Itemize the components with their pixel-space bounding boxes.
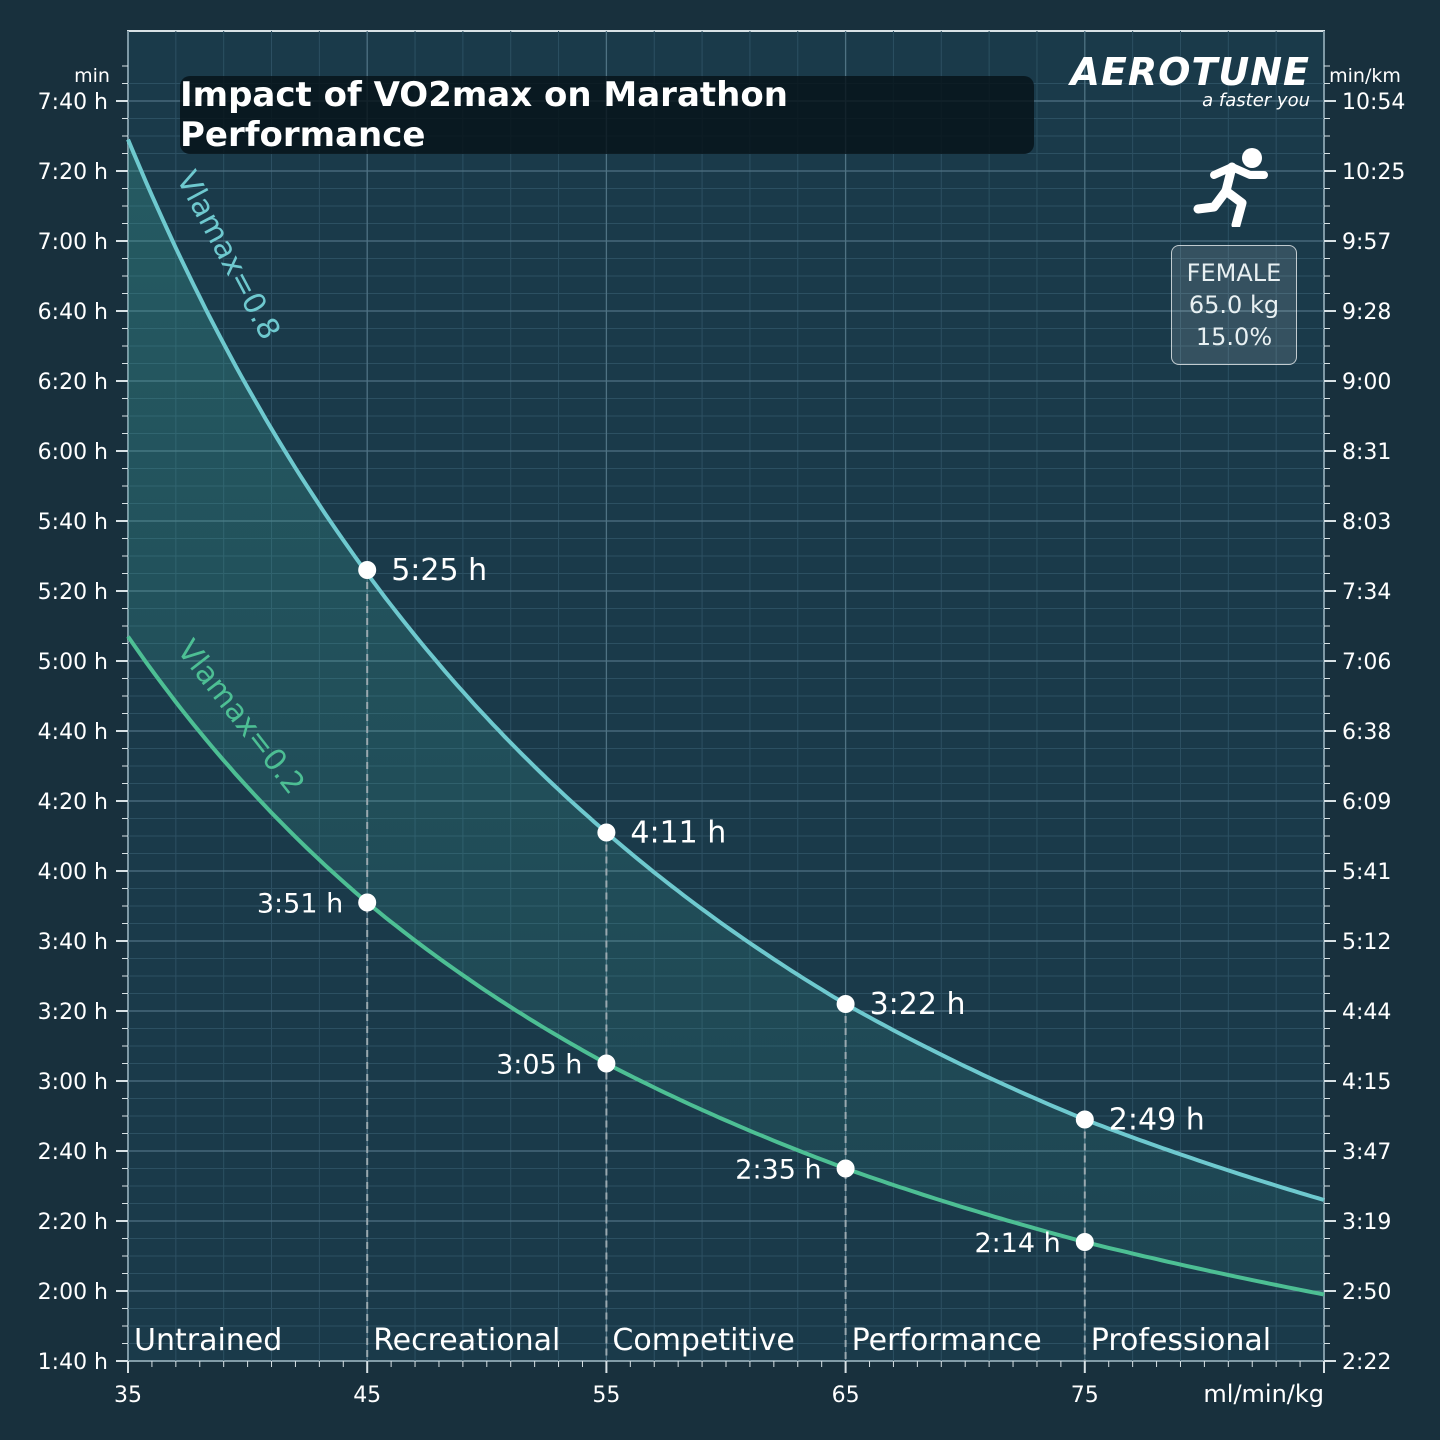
y-tick-label-right: 9:00 bbox=[1342, 370, 1391, 395]
y-axis-left-unit: min bbox=[74, 65, 110, 87]
series-line-vlamax-0.2 bbox=[126, 635, 1325, 1297]
y-tick-label-left: 5:00 h bbox=[38, 650, 108, 675]
zone-label: Professional bbox=[1091, 1323, 1271, 1358]
y-tick-label-right: 8:03 bbox=[1342, 510, 1391, 535]
axis-labels: 35 45 55 65 75 1:40 h 2:22 2:00 h 2:50 2:20 h 3:19… bbox=[38, 90, 1406, 1408]
y-tick-label-right: 5:12 bbox=[1342, 930, 1391, 955]
runner-icon bbox=[1193, 148, 1268, 227]
data-label: 2:14 h bbox=[974, 1228, 1060, 1259]
data-label: 3:51 h bbox=[257, 889, 343, 920]
chart-title: Impact of VO2max on Marathon Performance bbox=[180, 75, 788, 155]
y-tick-label-right: 6:09 bbox=[1342, 790, 1391, 815]
brand-logo: AEROTUNE a faster you bbox=[1071, 50, 1310, 111]
x-axis-label: ml/min/kg bbox=[1203, 1380, 1324, 1408]
data-point bbox=[597, 823, 616, 842]
zone-label: Recreational bbox=[373, 1323, 560, 1358]
y-tick-label-right: 10:25 bbox=[1342, 160, 1405, 185]
y-tick-label-left: 7:40 h bbox=[38, 90, 108, 115]
data-point bbox=[1075, 1233, 1094, 1251]
x-tick-label: 75 bbox=[1071, 1383, 1099, 1408]
y-axis-right-unit: min/km bbox=[1329, 65, 1401, 87]
y-tick-label-left: 4:00 h bbox=[38, 860, 108, 885]
y-tick-label-left: 4:40 h bbox=[38, 720, 108, 745]
data-point bbox=[836, 995, 855, 1013]
y-tick-label-left: 3:00 h bbox=[38, 1070, 108, 1095]
data-point bbox=[358, 893, 377, 912]
axis-ticks bbox=[116, 65, 1336, 1373]
data-point bbox=[1075, 1110, 1094, 1129]
y-tick-label-left: 4:20 h bbox=[38, 790, 108, 815]
y-tick-label-right: 4:44 bbox=[1342, 1000, 1391, 1025]
y-tick-label-right: 9:28 bbox=[1342, 300, 1391, 325]
y-tick-label-left: 5:40 h bbox=[38, 510, 108, 535]
x-tick-label: 45 bbox=[353, 1383, 381, 1408]
y-tick-label-left: 6:20 h bbox=[38, 370, 108, 395]
y-tick-label-right: 2:50 bbox=[1342, 1280, 1391, 1305]
y-tick-label-left: 1:40 h bbox=[38, 1350, 108, 1375]
athlete-profile-box: FEMALE 65.0 kg 15.0% bbox=[1171, 245, 1297, 365]
brand-tagline: a faster you bbox=[1202, 90, 1310, 111]
x-tick-label: 65 bbox=[832, 1383, 860, 1408]
data-label: 3:05 h bbox=[496, 1050, 582, 1081]
profile-body-fat: 15.0% bbox=[1195, 323, 1273, 351]
data-label: 4:11 h bbox=[630, 816, 726, 851]
y-tick-label-right: 7:34 bbox=[1342, 580, 1391, 605]
x-tick-label: 55 bbox=[592, 1383, 620, 1408]
brand-name: AEROTUNE bbox=[1070, 50, 1310, 94]
y-tick-label-left: 6:40 h bbox=[38, 300, 108, 325]
data-point bbox=[836, 1159, 855, 1178]
y-tick-label-left: 2:40 h bbox=[38, 1140, 108, 1165]
profile-sex: FEMALE bbox=[1186, 259, 1282, 287]
y-tick-label-right: 2:22 bbox=[1342, 1350, 1391, 1375]
y-tick-label-right: 4:15 bbox=[1342, 1070, 1391, 1095]
y-tick-label-left: 2:00 h bbox=[38, 1280, 108, 1305]
y-tick-label-right: 3:19 bbox=[1342, 1210, 1391, 1235]
x-tick-label: 35 bbox=[114, 1383, 142, 1408]
y-tick-label-right: 3:47 bbox=[1342, 1140, 1391, 1165]
data-label: 2:35 h bbox=[735, 1155, 821, 1186]
data-point bbox=[358, 561, 377, 579]
y-tick-label-right: 6:38 bbox=[1342, 720, 1391, 745]
zone-label: Performance bbox=[852, 1323, 1042, 1358]
y-tick-label-right: 8:31 bbox=[1342, 440, 1391, 465]
chart-title-box: Impact of VO2max on Marathon Performance bbox=[180, 75, 1034, 155]
y-tick-label-left: 3:20 h bbox=[38, 1000, 108, 1025]
y-tick-label-right: 7:06 bbox=[1342, 650, 1391, 675]
y-tick-label-left: 3:40 h bbox=[38, 930, 108, 955]
data-label: 5:25 h bbox=[391, 553, 487, 588]
y-tick-label-left: 7:00 h bbox=[38, 230, 108, 255]
data-markers: 5:25 h 4:11 h 3:22 h 2:49 h 3:51 h 3:05 h 2:35… bbox=[257, 553, 1205, 1259]
y-tick-label-left: 5:20 h bbox=[38, 580, 108, 605]
data-label: 3:22 h bbox=[870, 987, 966, 1022]
zone-label: Competitive bbox=[612, 1323, 794, 1358]
data-label: 2:49 h bbox=[1109, 1103, 1205, 1138]
y-tick-label-left: 7:20 h bbox=[38, 160, 108, 185]
y-tick-label-right: 10:54 bbox=[1342, 90, 1405, 115]
profile-weight: 65.0 kg bbox=[1188, 291, 1280, 319]
y-tick-label-right: 9:57 bbox=[1342, 230, 1391, 255]
y-tick-label-left: 6:00 h bbox=[38, 440, 108, 465]
y-tick-label-right: 5:41 bbox=[1342, 860, 1391, 885]
y-tick-label-left: 2:20 h bbox=[38, 1210, 108, 1235]
series-line-vlamax-0.8 bbox=[126, 138, 1325, 1202]
zone-label: Untrained bbox=[134, 1323, 282, 1358]
data-point bbox=[597, 1054, 616, 1073]
